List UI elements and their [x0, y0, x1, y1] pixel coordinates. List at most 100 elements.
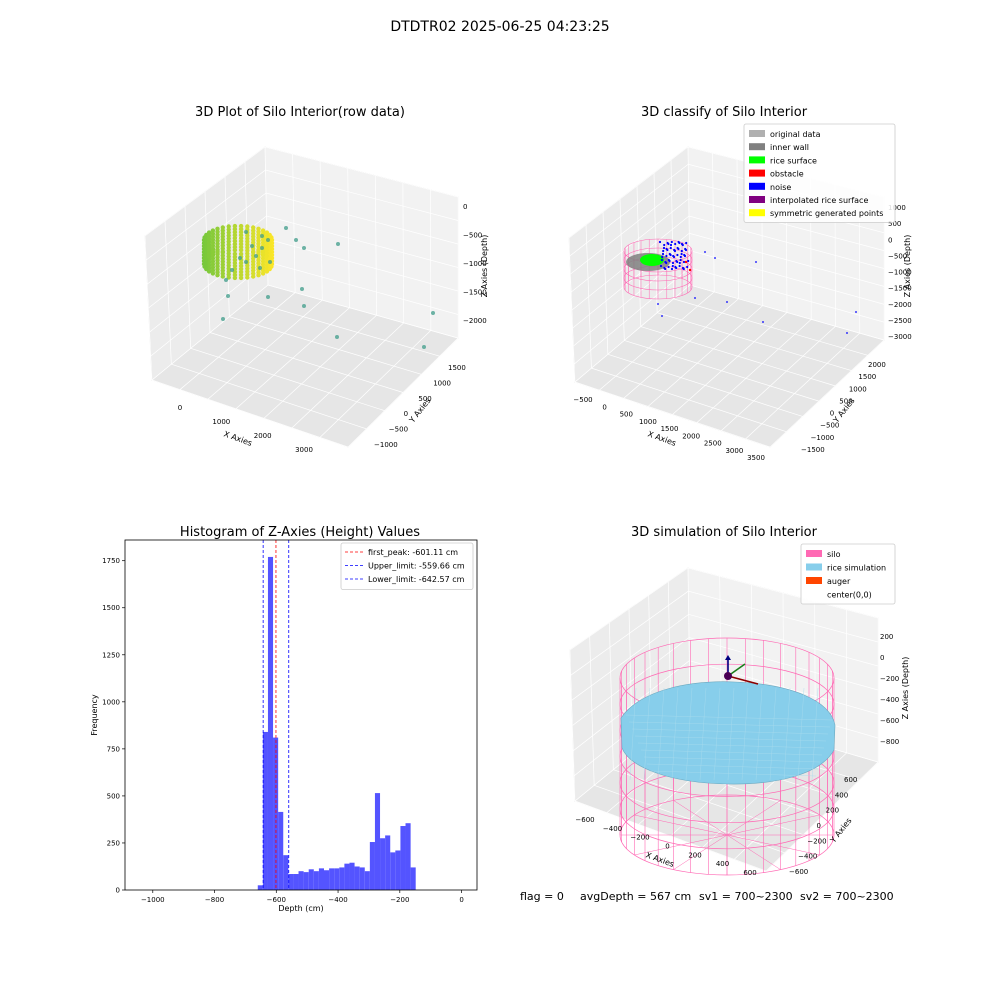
- cls-noise-point: [674, 265, 677, 269]
- hist-bar: [385, 835, 391, 890]
- cls-rice-surface: [640, 254, 664, 266]
- hist-x-tick: −200: [390, 896, 409, 904]
- hist-y-tick: 1000: [102, 698, 120, 706]
- sim-y-axis-label: Y Axies: [828, 816, 854, 845]
- rice-mesh-line: [634, 735, 827, 742]
- sim-y-tick: 0: [817, 822, 821, 830]
- grid-line: [574, 800, 767, 872]
- raw-point: [245, 248, 250, 253]
- raw-y-tick: 1500: [448, 364, 466, 372]
- sim-z-tick: −800: [880, 738, 899, 746]
- panel-simulation-3d: 3D simulation of Silo Interior −600−400−…: [569, 525, 910, 877]
- cls-noise-point: [667, 265, 670, 269]
- silo-floor-spoke: [726, 814, 820, 836]
- cls-noise-point: [662, 246, 666, 250]
- cls-noise-point: [679, 255, 682, 259]
- cls-noise-point: [657, 303, 659, 305]
- cls-noise-point: [677, 240, 680, 244]
- cls-noise-point: [704, 251, 706, 253]
- raw-point: [215, 273, 220, 278]
- hist-bar: [313, 871, 319, 890]
- rice-mesh-line: [671, 687, 679, 781]
- cls-noise-point: [684, 247, 687, 251]
- cls-noise-point: [663, 243, 666, 247]
- cls-noise-point: [755, 261, 757, 263]
- raw-point: [226, 275, 231, 280]
- grid-line: [594, 785, 785, 854]
- panel-raw-title: 3D Plot of Silo Interior(row data): [195, 105, 405, 120]
- cls-noise-point: [680, 249, 683, 253]
- raw-point: [244, 260, 248, 264]
- grid-line: [721, 325, 836, 432]
- sim-z-tick: 0: [880, 654, 884, 662]
- raw-z-tick: 0: [463, 203, 467, 211]
- grid-line: [570, 590, 879, 676]
- hist-legend: first_peak: -601.11 cm Upper_limit: -559.…: [340, 542, 474, 590]
- grid-line: [672, 312, 788, 415]
- cls-x-tick: 500: [620, 411, 633, 419]
- silo-floor-spoke: [726, 800, 781, 836]
- cls-noise-point: [665, 247, 668, 251]
- hist-bar: [329, 868, 335, 890]
- sim-z-axis-label: Z Axies (Depth): [901, 657, 910, 720]
- cls-noise-point: [669, 246, 672, 250]
- grid-line: [574, 267, 885, 365]
- hist-y-tick: 1500: [102, 604, 120, 612]
- cls-z-tick: −1500: [888, 285, 912, 293]
- cls-x-tick: 2500: [704, 440, 722, 448]
- raw-point: [238, 275, 244, 281]
- cls-noise-point: [661, 315, 663, 317]
- grid-line: [624, 340, 819, 402]
- auger-axis-z-head: [725, 655, 731, 660]
- raw-point: [302, 304, 306, 308]
- hist-y-tick: 1750: [102, 557, 120, 565]
- hist-bar: [308, 869, 314, 890]
- rice-mesh-line: [649, 770, 817, 777]
- sim-y-tick: 400: [835, 791, 848, 799]
- cls-noise-point: [678, 261, 681, 265]
- cls-x-tick: 3000: [725, 447, 743, 455]
- cls-noise-point: [846, 332, 848, 334]
- rice-simulation-body: [620, 681, 836, 785]
- grid-line: [573, 660, 879, 751]
- sim-legend-label: center(0,0): [827, 591, 872, 600]
- sim-auger: [724, 655, 759, 685]
- cls-noise-point: [667, 258, 670, 262]
- cls-legend-swatch: [749, 169, 765, 177]
- sim-y-tick: −600: [789, 868, 808, 876]
- cls-z-tick: 0: [888, 236, 892, 244]
- sim-x-tick: 600: [743, 869, 756, 877]
- cls-grid: [568, 146, 885, 448]
- cls-noise-point: [687, 259, 690, 263]
- sim-x-tick: 0: [665, 843, 669, 851]
- rice-mesh-line: [783, 687, 791, 781]
- raw-z-axis-label: Z Axies (Depth): [480, 235, 489, 298]
- sim-legend: silo rice simulation auger center(0,0): [800, 543, 896, 605]
- cls-y-ticks: −1500 −1000 −500 0 500 1000 1500 2000: [801, 361, 886, 454]
- hist-reference-lines: [262, 540, 290, 890]
- cls-legend-swatch: [749, 130, 765, 137]
- cls-noise-point: [675, 259, 678, 263]
- hist-bar: [344, 863, 350, 890]
- sim-legend-label: rice simulation: [827, 564, 886, 573]
- raw-point: [294, 238, 298, 242]
- raw-point: [260, 246, 264, 250]
- grid-line: [145, 169, 459, 261]
- raw-x-tick: 1000: [212, 418, 230, 426]
- hist-bar: [359, 867, 365, 890]
- raw-y-tick: −1000: [374, 441, 398, 449]
- rice-mesh-line: [631, 728, 829, 735]
- sim-rice-surface: [620, 681, 836, 785]
- hist-y-tick: 1250: [102, 651, 120, 659]
- cls-noise-point: [660, 258, 664, 262]
- raw-point: [266, 238, 270, 242]
- raw-y-tick: −500: [389, 426, 408, 434]
- rice-mesh-line: [685, 687, 693, 781]
- cls-noise-point: [664, 260, 667, 264]
- cls-y-tick: 1000: [849, 385, 867, 393]
- rice-mesh-line: [811, 687, 819, 781]
- hist-y-tick: 500: [107, 792, 120, 800]
- cls-x-tick: 1000: [639, 418, 657, 426]
- center-marker: [724, 672, 732, 680]
